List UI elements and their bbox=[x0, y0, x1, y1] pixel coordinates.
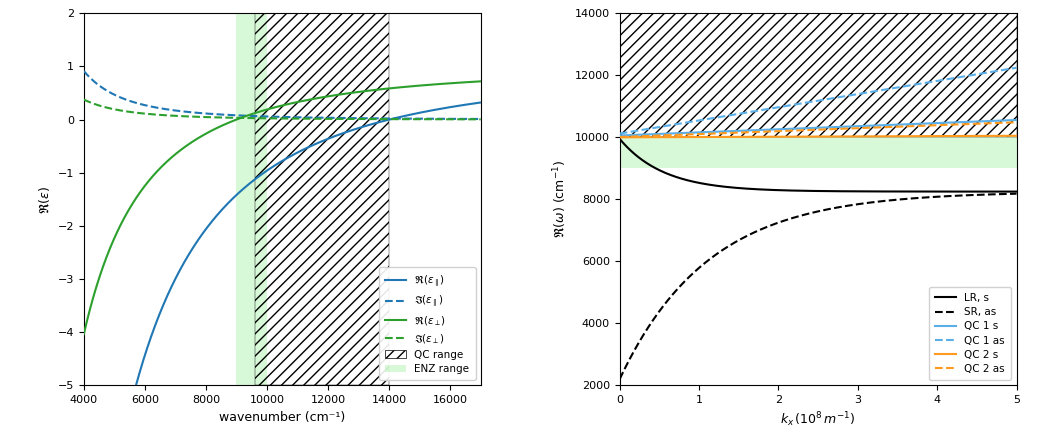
Bar bbox=[255, 13, 389, 385]
Legend: LR, s, SR, as, QC 1 s, QC 1 as, QC 2 s, QC 2 as: LR, s, SR, as, QC 1 s, QC 1 as, QC 2 s, … bbox=[930, 287, 1011, 380]
Y-axis label: $\mathfrak{R}(\varepsilon)$: $\mathfrak{R}(\varepsilon)$ bbox=[37, 185, 52, 214]
Legend: $\mathfrak{R}(\varepsilon_\parallel)$, $\mathfrak{I}(\varepsilon_\parallel)$, $\: $\mathfrak{R}(\varepsilon_\parallel)$, $… bbox=[379, 267, 476, 380]
X-axis label: $k_x\,(10^8\,m^{-1})$: $k_x\,(10^8\,m^{-1})$ bbox=[781, 411, 856, 429]
Y-axis label: $\mathfrak{R}(\omega)$ (cm$^{-1}$): $\mathfrak{R}(\omega)$ (cm$^{-1}$) bbox=[551, 160, 569, 238]
Bar bbox=[237, 13, 267, 385]
Bar bbox=[619, 137, 1017, 168]
Bar bbox=[619, 13, 1017, 137]
X-axis label: wavenumber (cm⁻¹): wavenumber (cm⁻¹) bbox=[219, 411, 346, 424]
